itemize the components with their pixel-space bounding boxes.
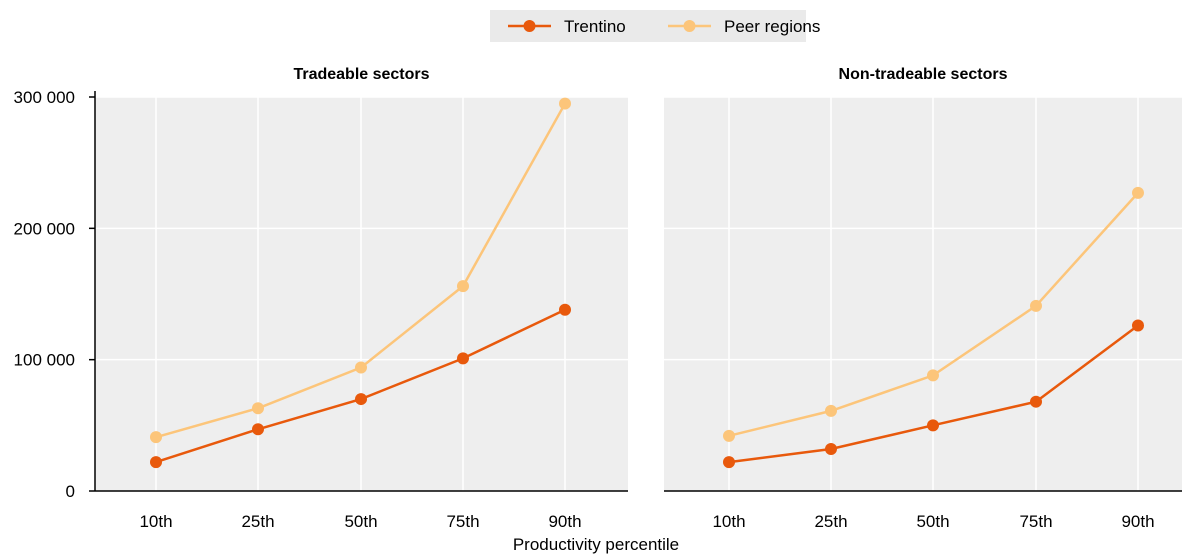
- y-tick-label: 0: [66, 482, 75, 501]
- data-point-trentino: [457, 352, 469, 365]
- x-axis-label: Productivity percentile: [513, 535, 679, 554]
- data-point-trentino: [825, 442, 837, 455]
- x-tick-label: 25th: [241, 512, 274, 531]
- x-tick-label: 50th: [344, 512, 377, 531]
- panel-2: [664, 96, 1182, 492]
- data-point-peer-regions: [825, 404, 837, 417]
- data-point-peer-regions: [559, 97, 571, 110]
- panel-title: Tradeable sectors: [293, 66, 429, 83]
- y-tick-label: 100 000: [14, 351, 75, 370]
- data-point-trentino: [252, 423, 264, 436]
- x-tick-label: 25th: [814, 512, 847, 531]
- legend-marker-1: [523, 20, 536, 32]
- data-point-trentino: [927, 419, 939, 432]
- data-point-peer-regions: [723, 429, 735, 442]
- data-point-peer-regions: [457, 280, 469, 293]
- y-tick-label: 200 000: [14, 219, 75, 238]
- data-point-peer-regions: [927, 369, 939, 382]
- data-point-trentino: [150, 456, 162, 469]
- data-point-trentino: [1132, 319, 1144, 332]
- x-tick-label: 10th: [712, 512, 745, 531]
- data-point-peer-regions: [1030, 299, 1042, 312]
- data-point-trentino: [1030, 395, 1042, 408]
- data-point-peer-regions: [355, 361, 367, 374]
- x-tick-label: 10th: [139, 512, 172, 531]
- x-tick-label: 90th: [1121, 512, 1154, 531]
- data-point-trentino: [559, 303, 571, 316]
- plot-background: [664, 97, 1182, 491]
- data-point-peer-regions: [150, 431, 162, 444]
- data-point-peer-regions: [1132, 186, 1144, 199]
- legend-marker-2: [683, 20, 696, 32]
- legend: [490, 10, 806, 42]
- data-point-peer-regions: [252, 402, 264, 415]
- panel-1: [95, 96, 628, 492]
- panel-title: Non-tradeable sectors: [839, 66, 1008, 83]
- data-point-trentino: [355, 393, 367, 406]
- legend-label-2: Peer regions: [724, 17, 820, 36]
- x-tick-label: 75th: [446, 512, 479, 531]
- x-tick-label: 50th: [916, 512, 949, 531]
- y-tick-label: 300 000: [14, 88, 75, 107]
- x-tick-label: 90th: [548, 512, 581, 531]
- data-point-trentino: [723, 456, 735, 469]
- x-tick-label: 75th: [1019, 512, 1052, 531]
- legend-label-1: Trentino: [564, 17, 626, 36]
